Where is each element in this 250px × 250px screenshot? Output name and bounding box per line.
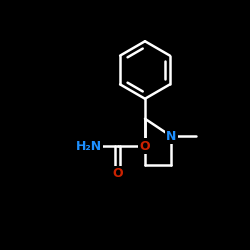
Text: O: O: [140, 140, 150, 153]
Text: H₂N: H₂N: [76, 140, 102, 153]
Text: O: O: [112, 167, 123, 180]
Text: N: N: [166, 130, 176, 143]
